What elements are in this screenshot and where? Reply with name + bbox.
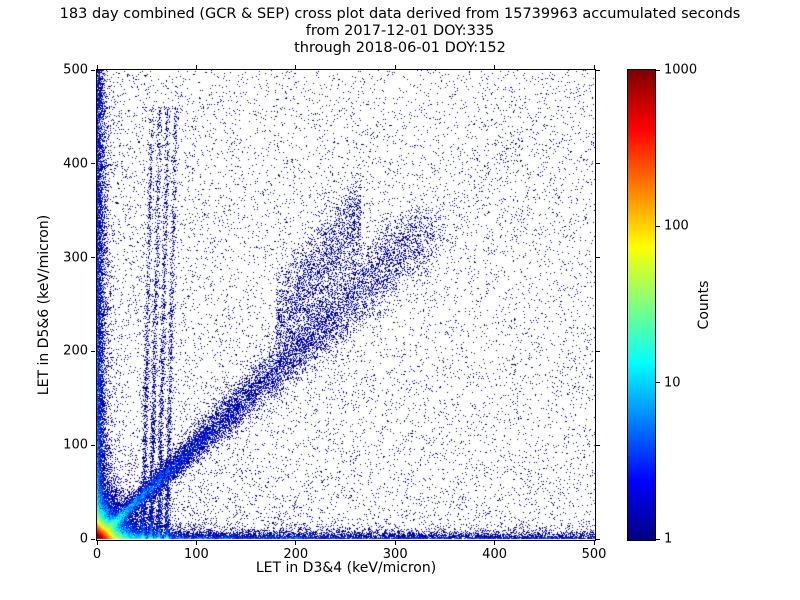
- x-tick-mark-top: [593, 65, 595, 69]
- colorbar-tick-label: 10: [664, 375, 681, 391]
- y-tick-label: 300: [63, 250, 88, 266]
- x-tick-label: 300: [382, 547, 408, 562]
- y-tick-mark-right: [596, 444, 600, 446]
- x-tick-mark-top: [96, 65, 98, 69]
- chart-title-line-1: 183 day combined (GCR & SEP) cross plot …: [59, 6, 741, 22]
- y-tick-mark: [91, 163, 95, 165]
- chart-title-line-2: from 2017-12-01 DOY:335: [305, 23, 495, 39]
- y-tick-mark-right: [596, 163, 600, 165]
- x-tick-mark: [295, 541, 297, 545]
- colorbar: [627, 69, 656, 541]
- x-tick-label: 100: [183, 547, 209, 562]
- x-tick-label: 500: [581, 547, 607, 562]
- y-axis-label: LET in D5&6 (keV/micron): [36, 214, 52, 396]
- plot-area: [96, 69, 596, 541]
- x-tick-label: 0: [92, 547, 102, 562]
- y-tick-label: 100: [63, 437, 88, 453]
- y-tick-mark-right: [596, 538, 600, 540]
- x-tick-mark: [195, 541, 197, 545]
- colorbar-label: Counts: [696, 280, 712, 330]
- scatter-canvas: [97, 70, 595, 540]
- x-axis-label: LET in D3&4 (keV/micron): [255, 560, 437, 576]
- x-tick-mark-top: [394, 65, 396, 69]
- chart-title-line-3: through 2018-06-01 DOY:152: [294, 40, 506, 56]
- y-tick-mark: [91, 350, 95, 352]
- colorbar-tick-label: 1000: [664, 62, 698, 78]
- y-tick-label: 500: [63, 62, 88, 78]
- colorbar-tick-label: 1: [664, 531, 673, 547]
- x-tick-mark: [593, 541, 595, 545]
- x-tick-label: 200: [283, 547, 309, 562]
- colorbar-tick-mark: [656, 382, 660, 384]
- y-tick-mark: [91, 444, 95, 446]
- x-tick-mark-top: [195, 65, 197, 69]
- y-tick-mark: [91, 69, 95, 71]
- colorbar-tick-mark: [656, 69, 660, 71]
- x-tick-mark-top: [295, 65, 297, 69]
- x-tick-label: 400: [482, 547, 508, 562]
- y-tick-mark: [91, 257, 95, 259]
- y-tick-label: 0: [79, 531, 88, 547]
- y-tick-mark: [91, 538, 95, 540]
- x-tick-mark: [394, 541, 396, 545]
- y-tick-mark-right: [596, 350, 600, 352]
- x-tick-mark: [96, 541, 98, 545]
- x-tick-mark-top: [494, 65, 496, 69]
- colorbar-tick-label: 100: [664, 218, 689, 234]
- x-tick-mark: [494, 541, 496, 545]
- colorbar-gradient: [628, 70, 655, 540]
- colorbar-tick-mark: [656, 538, 660, 540]
- y-tick-mark-right: [596, 257, 600, 259]
- y-tick-label: 200: [63, 343, 88, 359]
- y-tick-label: 400: [63, 156, 88, 172]
- y-tick-mark-right: [596, 69, 600, 71]
- colorbar-tick-mark: [656, 225, 660, 227]
